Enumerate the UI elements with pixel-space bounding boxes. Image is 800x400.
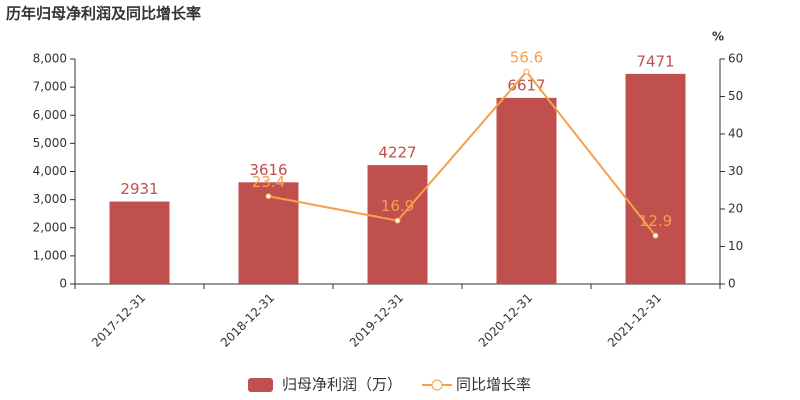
x-tick-label: 2019-12-31: [347, 291, 406, 350]
y2-tick-label: 10: [728, 239, 743, 253]
legend-label: 同比增长率: [456, 376, 531, 394]
bar-value-label: 7471: [636, 52, 674, 70]
y2-tick-label: 0: [728, 277, 736, 291]
line-point: [394, 217, 401, 224]
line: [268, 70, 657, 237]
y-tick-label: 5,000: [33, 136, 67, 150]
line-point: [523, 68, 530, 75]
legend-point: [431, 379, 443, 391]
line-point: [652, 232, 659, 239]
line-point: [265, 193, 272, 200]
line-value-label: 12.9: [639, 212, 672, 230]
x-tick-label: 2017-12-31: [89, 291, 148, 350]
bar: [109, 201, 170, 284]
line-value-label: 56.6: [510, 48, 543, 66]
x-tick-label: 2018-12-31: [218, 291, 277, 350]
bar: [625, 73, 686, 284]
y-tick-label: 8,000: [33, 52, 67, 66]
y-tick-label: 7,000: [33, 80, 67, 94]
y2-axis-label: %: [712, 30, 724, 44]
bar: [367, 165, 428, 284]
line-value-label: 16.9: [381, 197, 414, 215]
y2-tick-label: 30: [728, 164, 743, 178]
line-value-label: 23.4: [252, 173, 285, 191]
y-tick-label: 4,000: [33, 164, 67, 178]
x-tick-label: 2020-12-31: [476, 291, 535, 350]
legend-swatch: [248, 378, 273, 392]
y2-tick-label: 20: [728, 202, 743, 216]
y2-tick-label: 50: [728, 89, 743, 103]
y2-tick-label: 40: [728, 127, 743, 141]
y-tick-label: 6,000: [33, 108, 67, 122]
y-tick-label: 3,000: [33, 192, 67, 206]
bar-value-label: 4227: [378, 144, 416, 162]
legend-label: 归母净利润（万）: [282, 376, 402, 394]
bar-value-label: 3616: [249, 161, 287, 179]
y2-tick-label: 60: [728, 52, 743, 66]
chart-title: 历年归母净利润及同比增长率: [6, 5, 201, 23]
y-tick-label: 0: [59, 277, 67, 291]
x-tick-label: 2021-12-31: [605, 291, 664, 350]
bar-value-label: 6617: [507, 76, 545, 94]
bar: [496, 97, 557, 284]
y-tick-label: 2,000: [33, 220, 67, 234]
bar-value-label: 2931: [120, 180, 158, 198]
y-tick-label: 1,000: [33, 248, 67, 262]
